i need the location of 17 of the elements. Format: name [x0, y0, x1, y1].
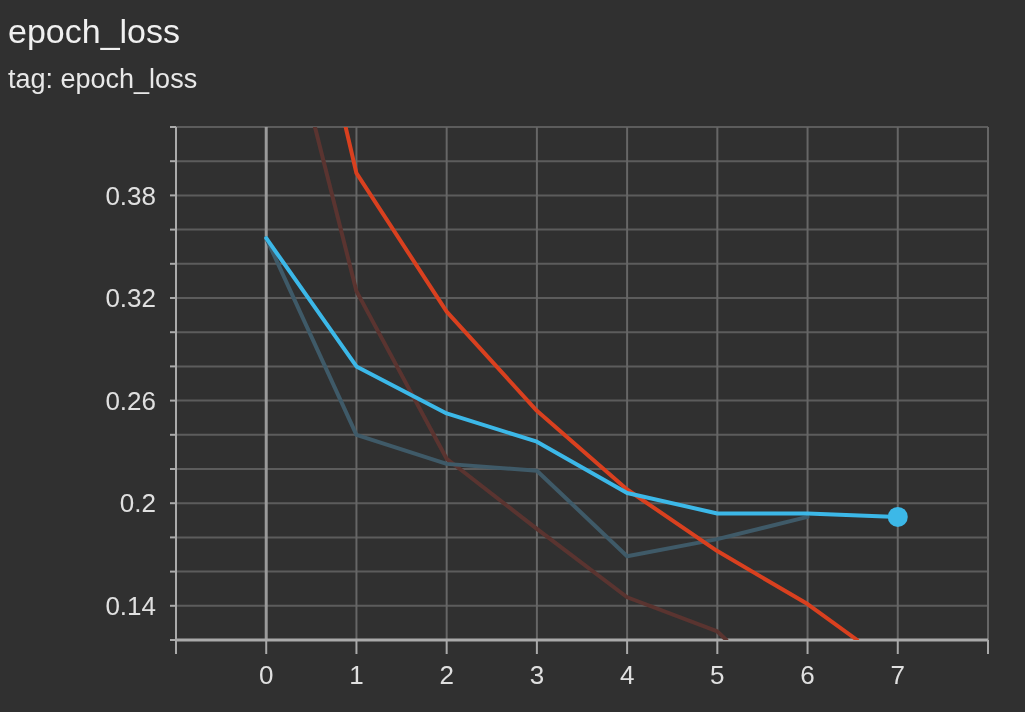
- x-tick-label: 7: [890, 660, 906, 690]
- chart-title: epoch_loss: [8, 12, 181, 50]
- x-tick-label: 1: [349, 660, 364, 690]
- x-tick-label: 3: [529, 660, 545, 690]
- line-series: [343, 127, 860, 640]
- y-tick-label: 0.14: [105, 590, 156, 621]
- x-tick-label: 5: [710, 660, 725, 690]
- x-tick-label: 6: [800, 660, 815, 690]
- x-tick-label: 2: [439, 660, 454, 690]
- x-tick-label: 4: [619, 660, 635, 690]
- y-tick-label: 0.32: [105, 283, 156, 314]
- y-tick-label: 0.2: [119, 488, 156, 519]
- chart-subtitle: tag: epoch_loss: [8, 64, 198, 94]
- y-tick-label: 0.26: [105, 385, 156, 416]
- line-series: [312, 127, 729, 640]
- y-tick-label: 0.38: [105, 180, 156, 211]
- x-tick-label: 0: [258, 660, 274, 690]
